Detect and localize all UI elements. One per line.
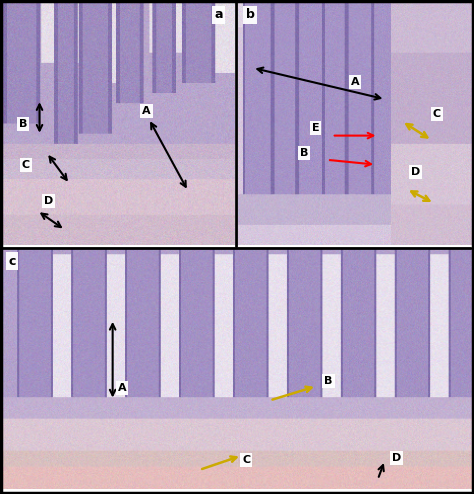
Text: a: a xyxy=(214,8,223,21)
Text: E: E xyxy=(311,124,319,133)
Text: B: B xyxy=(19,119,27,128)
Text: A: A xyxy=(351,78,359,87)
Text: C: C xyxy=(21,160,30,169)
Text: C: C xyxy=(242,455,250,465)
Text: A: A xyxy=(118,383,127,393)
Text: B: B xyxy=(324,376,333,386)
Text: D: D xyxy=(411,167,420,177)
Text: c: c xyxy=(8,255,16,268)
Text: B: B xyxy=(300,148,308,158)
Text: b: b xyxy=(246,8,255,21)
Text: D: D xyxy=(392,453,401,463)
Text: C: C xyxy=(433,109,441,119)
Text: D: D xyxy=(44,196,54,206)
Text: A: A xyxy=(142,106,151,117)
